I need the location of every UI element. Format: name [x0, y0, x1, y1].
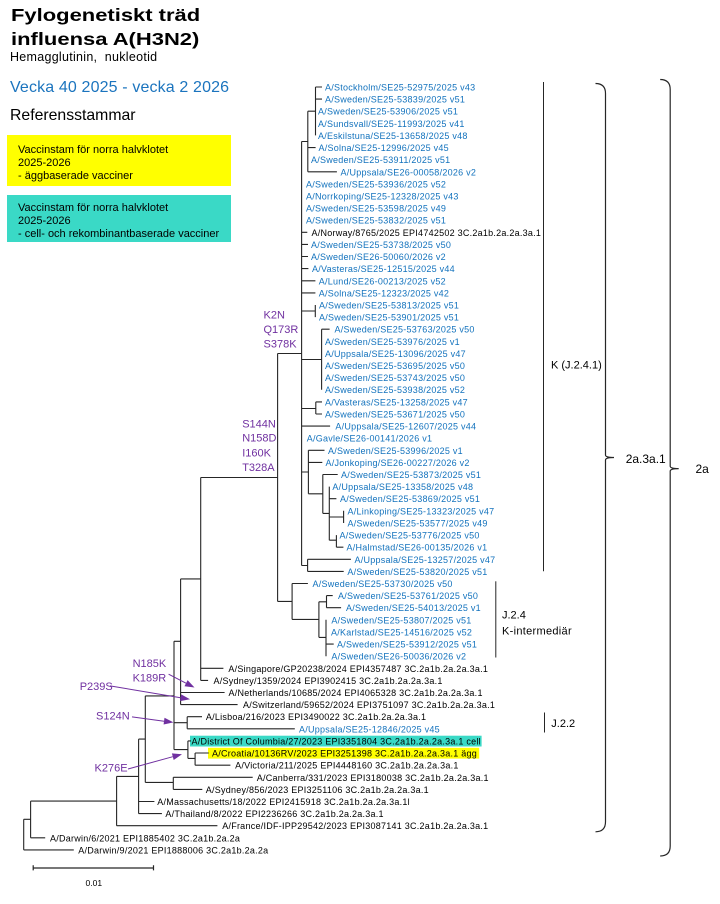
- svg-text:A/Sweden/SE25-53577/2025 v49: A/Sweden/SE25-53577/2025 v49: [348, 519, 488, 529]
- svg-text:A/Uppsala/SE25-12846/2025 v45: A/Uppsala/SE25-12846/2025 v45: [299, 724, 440, 734]
- svg-text:A/Sweden/SE25-53761/2025 v50: A/Sweden/SE25-53761/2025 v50: [338, 591, 478, 601]
- svg-text:A/Sweden/SE25-53873/2025 v51: A/Sweden/SE25-53873/2025 v51: [341, 470, 481, 480]
- svg-text:A/Victoria/211/2025 EPI4448160: A/Victoria/211/2025 EPI4448160 3C.2a1b.2…: [235, 761, 459, 771]
- svg-text:A/Sweden/SE25-53869/2025 v51: A/Sweden/SE25-53869/2025 v51: [340, 494, 480, 504]
- svg-text:A/Sweden/SE25-53976/2025 v1: A/Sweden/SE25-53976/2025 v1: [325, 337, 460, 347]
- svg-text:A/Uppsala/SE26-00058/2026 v2: A/Uppsala/SE26-00058/2026 v2: [341, 167, 477, 177]
- svg-text:A/Sweden/SE25-53730/2025 v50: A/Sweden/SE25-53730/2025 v50: [313, 579, 453, 589]
- svg-text:A/Darwin/6/2021 EPI1885402 3C.: A/Darwin/6/2021 EPI1885402 3C.2a1b.2a.2a: [50, 833, 240, 843]
- svg-text:A/Sweden/SE25-53938/2025 v52: A/Sweden/SE25-53938/2025 v52: [325, 385, 465, 395]
- svg-text:Q173R: Q173R: [264, 324, 299, 336]
- svg-text:A/Singapore/GP20238/2024 EPI43: A/Singapore/GP20238/2024 EPI4357487 3C.2…: [228, 664, 488, 674]
- svg-text:T328A: T328A: [242, 462, 275, 474]
- svg-text:A/Sweden/SE25-53832/2025 v51: A/Sweden/SE25-53832/2025 v51: [306, 216, 446, 226]
- svg-text:K2N: K2N: [264, 309, 285, 321]
- svg-text:J.2.4: J.2.4: [502, 610, 526, 622]
- svg-text:A/Vasteras/SE25-13258/2025 v47: A/Vasteras/SE25-13258/2025 v47: [325, 397, 468, 407]
- svg-text:A/Vasteras/SE25-12515/2025 v44: A/Vasteras/SE25-12515/2025 v44: [312, 264, 455, 274]
- svg-text:A/Uppsala/SE25-12607/2025 v44: A/Uppsala/SE25-12607/2025 v44: [335, 422, 476, 432]
- svg-text:A/France/IDF-IPP29542/2023 EPI: A/France/IDF-IPP29542/2023 EPI3087141 3C…: [222, 821, 488, 831]
- svg-text:A/Massachusetts/18/2022 EPI241: A/Massachusetts/18/2022 EPI2415918 3C.2a…: [157, 797, 410, 807]
- svg-text:A/Sweden/SE26-50036/2026 v2: A/Sweden/SE26-50036/2026 v2: [331, 652, 466, 662]
- svg-text:S378K: S378K: [264, 338, 298, 350]
- svg-text:N185K: N185K: [133, 658, 167, 670]
- svg-text:A/Lund/SE26-00213/2025 v52: A/Lund/SE26-00213/2025 v52: [319, 276, 446, 286]
- svg-text:A/Sweden/SE25-53936/2025 v52: A/Sweden/SE25-53936/2025 v52: [306, 179, 446, 189]
- svg-text:A/Linkoping/SE25-13323/2025 v4: A/Linkoping/SE25-13323/2025 v47: [348, 506, 495, 516]
- svg-text:A/Sweden/SE25-53820/2025 v51: A/Sweden/SE25-53820/2025 v51: [347, 567, 487, 577]
- svg-text:A/Uppsala/SE25-13096/2025 v47: A/Uppsala/SE25-13096/2025 v47: [325, 349, 466, 359]
- svg-text:2a: 2a: [696, 462, 710, 476]
- svg-text:A/Uppsala/SE25-13358/2025 v48: A/Uppsala/SE25-13358/2025 v48: [332, 482, 473, 492]
- svg-text:A/Netherlands/10685/2024 EPI40: A/Netherlands/10685/2024 EPI4065328 3C.2…: [229, 688, 483, 698]
- svg-text:S144N: S144N: [242, 418, 276, 430]
- svg-text:A/Sydney/1359/2024 EPI3902415: A/Sydney/1359/2024 EPI3902415 3C.2a1b.2a…: [214, 676, 443, 686]
- svg-text:A/Karlstad/SE25-14516/2025 v52: A/Karlstad/SE25-14516/2025 v52: [331, 627, 472, 637]
- svg-text:A/Sydney/856/2023 EPI3251106 3: A/Sydney/856/2023 EPI3251106 3C.2a1b.2a.…: [206, 785, 429, 795]
- svg-text:A/Sweden/SE25-53813/2025 v51: A/Sweden/SE25-53813/2025 v51: [319, 301, 459, 311]
- svg-text:A/Sweden/SE25-54013/2025 v1: A/Sweden/SE25-54013/2025 v1: [346, 603, 481, 613]
- svg-text:0.01: 0.01: [86, 878, 103, 888]
- svg-text:A/Sweden/SE25-53906/2025 v51: A/Sweden/SE25-53906/2025 v51: [318, 107, 458, 117]
- svg-text:J.2.2: J.2.2: [551, 718, 575, 730]
- svg-text:A/Darwin/9/2021 EPI1888006 3C.: A/Darwin/9/2021 EPI1888006 3C.2a1b.2a.2a: [78, 845, 268, 855]
- svg-text:A/Halmstad/SE26-00135/2026 v1: A/Halmstad/SE26-00135/2026 v1: [347, 543, 488, 553]
- svg-text:K (J.2.4.1): K (J.2.4.1): [551, 360, 602, 372]
- svg-text:A/Sweden/SE25-53763/2025 v50: A/Sweden/SE25-53763/2025 v50: [335, 325, 475, 335]
- svg-text:S124N: S124N: [96, 711, 130, 723]
- svg-text:A/Switzerland/59652/2024 EPI37: A/Switzerland/59652/2024 EPI3751097 3C.2…: [243, 700, 495, 710]
- svg-text:A/District Of Columbia/27/2023: A/District Of Columbia/27/2023 EPI335180…: [192, 736, 481, 746]
- svg-text:A/Croatia/10136RV/2023 EPI3251: A/Croatia/10136RV/2023 EPI3251398 3C.2a1…: [212, 749, 477, 759]
- svg-text:A/Sweden/SE25-53695/2025 v50: A/Sweden/SE25-53695/2025 v50: [325, 361, 465, 371]
- svg-text:A/Sweden/SE25-53598/2025 v49: A/Sweden/SE25-53598/2025 v49: [306, 204, 446, 214]
- svg-text:A/Sweden/SE25-53671/2025 v50: A/Sweden/SE25-53671/2025 v50: [325, 410, 465, 420]
- svg-text:A/Sweden/SE25-53839/2025 v51: A/Sweden/SE25-53839/2025 v51: [325, 95, 465, 105]
- svg-text:A/Uppsala/SE25-13257/2025 v47: A/Uppsala/SE25-13257/2025 v47: [355, 555, 496, 565]
- svg-text:I160K: I160K: [242, 448, 271, 460]
- svg-text:P239S: P239S: [80, 681, 113, 693]
- svg-text:A/Sweden/SE25-53996/2025 v1: A/Sweden/SE25-53996/2025 v1: [328, 446, 463, 456]
- svg-text:A/Sweden/SE25-53738/2025 v50: A/Sweden/SE25-53738/2025 v50: [311, 240, 451, 250]
- svg-text:A/Sweden/SE25-53743/2025 v50: A/Sweden/SE25-53743/2025 v50: [325, 373, 465, 383]
- svg-text:A/Sweden/SE26-50060/2026 v2: A/Sweden/SE26-50060/2026 v2: [311, 252, 446, 262]
- svg-text:A/Solna/SE25-12323/2025 v42: A/Solna/SE25-12323/2025 v42: [319, 288, 449, 298]
- svg-text:K276E: K276E: [95, 762, 128, 774]
- svg-text:A/Sundsvall/SE25-11993/2025 v4: A/Sundsvall/SE25-11993/2025 v41: [318, 119, 465, 129]
- svg-text:2a.3a.1: 2a.3a.1: [626, 452, 666, 466]
- svg-text:K-intermediär: K-intermediär: [502, 626, 572, 638]
- svg-text:A/Stockholm/SE25-52975/2025 v4: A/Stockholm/SE25-52975/2025 v43: [325, 83, 475, 93]
- svg-text:A/Canberra/331/2023 EPI3180038: A/Canberra/331/2023 EPI3180038 3C.2a1b.2…: [257, 773, 489, 783]
- svg-text:A/Sweden/SE25-53776/2025 v50: A/Sweden/SE25-53776/2025 v50: [340, 531, 480, 541]
- svg-text:A/Eskilstuna/SE25-13658/2025 v: A/Eskilstuna/SE25-13658/2025 v48: [318, 131, 468, 141]
- svg-text:A/Gavle/SE26-00141/2026 v1: A/Gavle/SE26-00141/2026 v1: [307, 434, 433, 444]
- svg-text:A/Sweden/SE25-53912/2025 v51: A/Sweden/SE25-53912/2025 v51: [337, 640, 477, 650]
- svg-text:A/Thailand/8/2022 EPI2236266 3: A/Thailand/8/2022 EPI2236266 3C.2a1b.2a.…: [165, 809, 383, 819]
- svg-text:A/Lisboa/216/2023 EPI3490022 3: A/Lisboa/216/2023 EPI3490022 3C.2a1b.2a.…: [206, 712, 426, 722]
- svg-text:A/Norrkoping/SE25-12328/2025 v: A/Norrkoping/SE25-12328/2025 v43: [306, 192, 459, 202]
- svg-text:A/Sweden/SE25-53807/2025 v51: A/Sweden/SE25-53807/2025 v51: [331, 615, 471, 625]
- svg-text:A/Norway/8765/2025 EPI4742502: A/Norway/8765/2025 EPI4742502 3C.2a1b.2a…: [312, 228, 542, 238]
- svg-text:A/Sweden/SE25-53911/2025 v51: A/Sweden/SE25-53911/2025 v51: [311, 155, 450, 165]
- svg-text:N158D: N158D: [242, 433, 276, 445]
- svg-text:A/Solna/SE25-12996/2025 v45: A/Solna/SE25-12996/2025 v45: [319, 143, 449, 153]
- svg-text:A/Jonkoping/SE26-00227/2026 v2: A/Jonkoping/SE26-00227/2026 v2: [326, 458, 470, 468]
- svg-text:A/Sweden/SE25-53901/2025 v51: A/Sweden/SE25-53901/2025 v51: [319, 313, 459, 323]
- svg-text:K189R: K189R: [133, 672, 167, 684]
